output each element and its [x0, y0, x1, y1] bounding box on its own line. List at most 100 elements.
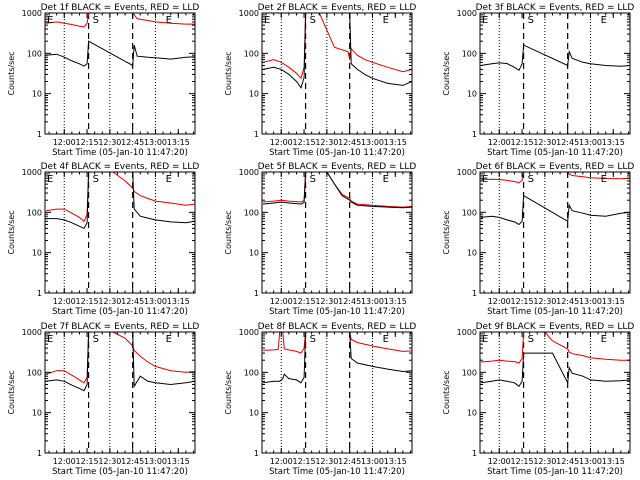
- y-axis-label: Counts/sec: [224, 210, 233, 254]
- series-lld: [262, 13, 412, 80]
- panel-4: Det 4f BLACK = Events, RED = LLD 1 10 100 10…: [7, 162, 199, 317]
- xtick-label: 12:30: [315, 457, 338, 466]
- panel-2: Det 2f BLACK = Events, RED = LLD 1 10 100 10…: [224, 3, 416, 158]
- event-marker-e: E: [47, 174, 53, 185]
- event-marker-e: E: [383, 334, 389, 345]
- xtick-label: 12:45: [338, 297, 361, 306]
- ytick-label: 10: [467, 409, 477, 418]
- series-events: [262, 332, 412, 384]
- xtick-label: 12:30: [98, 297, 121, 306]
- event-marker-e: E: [383, 15, 389, 26]
- panel-title: Det 4f BLACK = Events, RED = LLD: [41, 162, 200, 172]
- ytick-label: 1000: [457, 168, 477, 177]
- ytick-label: 1000: [457, 328, 477, 337]
- plot-frame: [479, 331, 631, 454]
- ytick-label: 1000: [22, 9, 42, 18]
- panel-title: Det 5f BLACK = Events, RED = LLD: [258, 162, 417, 172]
- ytick-label: 1: [472, 289, 477, 298]
- event-marker-e: E: [47, 334, 53, 345]
- xtick-label: 12:00: [53, 138, 76, 147]
- xtick-label: 12:15: [76, 297, 99, 306]
- series-group: [45, 13, 195, 67]
- xtick-label: 12:45: [338, 138, 361, 147]
- ytick-label: 10: [32, 409, 42, 418]
- xtick-label: 12:45: [121, 457, 144, 466]
- x-axis-label: Start Time (05-Jan-10 11:47:20): [269, 467, 405, 477]
- y-axis-label: Counts/sec: [442, 210, 451, 254]
- ytick-label: 100: [462, 208, 477, 217]
- xtick-label: 12:30: [98, 457, 121, 466]
- event-marker-s: S: [528, 334, 534, 345]
- ytick-label: 10: [467, 249, 477, 258]
- xtick-label: 12:30: [315, 297, 338, 306]
- event-marker-e: E: [482, 15, 488, 26]
- xtick-label: 12:15: [76, 457, 99, 466]
- xtick-label: 12:30: [98, 138, 121, 147]
- xtick-label: 13:15: [602, 297, 625, 306]
- ytick-label: 1000: [239, 168, 259, 177]
- xtick-label: 13:15: [602, 457, 625, 466]
- series-group: [45, 332, 195, 392]
- y-axis-label: Counts/sec: [224, 370, 233, 414]
- ytick-label: 100: [244, 49, 259, 58]
- xtick-label: 13:00: [144, 297, 167, 306]
- panel-5: Det 5f BLACK = Events, RED = LLD 1 10 100 10…: [224, 162, 416, 317]
- y-axis-label: Counts/sec: [7, 370, 16, 414]
- plot-frame: [261, 171, 413, 294]
- ytick-label: 10: [249, 249, 259, 258]
- panel-title: Det 6f BLACK = Events, RED = LLD: [476, 162, 635, 172]
- x-axis-label: Start Time (05-Jan-10 11:47:20): [487, 307, 623, 317]
- panel-7: Det 7f BLACK = Events, RED = LLD 1 10 100 10…: [7, 322, 199, 477]
- xtick-label: 13:15: [167, 297, 190, 306]
- xtick-label: 13:00: [361, 297, 384, 306]
- xtick-label: 12:00: [488, 297, 511, 306]
- panel-title: Det 8f BLACK = Events, RED = LLD: [258, 322, 417, 332]
- xtick-label: 12:15: [293, 138, 316, 147]
- ytick-label: 1000: [22, 168, 42, 177]
- xtick-label: 12:00: [488, 138, 511, 147]
- x-axis-label: Start Time (05-Jan-10 11:47:20): [487, 467, 623, 477]
- event-marker-e: E: [264, 15, 270, 26]
- x-axis-label: Start Time (05-Jan-10 11:47:20): [52, 148, 188, 158]
- xtick-label: 12:45: [556, 138, 579, 147]
- x-axis-label: Start Time (05-Jan-10 11:47:20): [52, 467, 188, 477]
- event-marker-s: S: [93, 15, 99, 26]
- series-events: [480, 352, 630, 388]
- panel-6: Det 6f BLACK = Events, RED = LLD 1 10 100 10…: [442, 162, 634, 317]
- ytick-label: 1: [254, 289, 259, 298]
- xtick-label: 13:15: [384, 457, 407, 466]
- series-lld: [45, 332, 195, 384]
- xtick-label: 12:30: [533, 297, 556, 306]
- series-events: [480, 44, 630, 72]
- series-group: [262, 332, 412, 384]
- series-events: [262, 172, 412, 209]
- ytick-label: 100: [244, 368, 259, 377]
- ytick-label: 100: [462, 49, 477, 58]
- panel-3: Det 3f BLACK = Events, RED = LLD 1 10 100 10…: [442, 3, 634, 158]
- event-marker-s: S: [310, 15, 316, 26]
- x-axis-label: Start Time (05-Jan-10 11:47:20): [487, 148, 623, 158]
- panel-title: Det 1f BLACK = Events, RED = LLD: [41, 3, 200, 13]
- event-marker-e: E: [601, 15, 607, 26]
- ytick-label: 1000: [239, 9, 259, 18]
- event-marker-e: E: [166, 15, 172, 26]
- series-lld: [262, 172, 412, 208]
- xtick-label: 12:45: [338, 457, 361, 466]
- y-axis-label: Counts/sec: [442, 370, 451, 414]
- event-marker-e: E: [166, 334, 172, 345]
- xtick-label: 13:15: [602, 138, 625, 147]
- event-marker-e: E: [601, 174, 607, 185]
- ytick-label: 1: [37, 449, 42, 458]
- x-axis-label: Start Time (05-Jan-10 11:47:20): [269, 148, 405, 158]
- xtick-label: 12:30: [533, 457, 556, 466]
- event-marker-e: E: [601, 334, 607, 345]
- event-marker-s: S: [93, 174, 99, 185]
- series-group: [480, 332, 630, 388]
- ytick-label: 1000: [22, 328, 42, 337]
- series-events: [45, 40, 195, 67]
- event-marker-e: E: [482, 334, 488, 345]
- panel-title: Det 7f BLACK = Events, RED = LLD: [41, 322, 200, 332]
- series-group: [262, 13, 412, 89]
- y-axis-label: Counts/sec: [224, 51, 233, 95]
